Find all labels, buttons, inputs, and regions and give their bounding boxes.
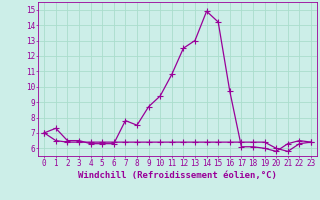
X-axis label: Windchill (Refroidissement éolien,°C): Windchill (Refroidissement éolien,°C) xyxy=(78,171,277,180)
